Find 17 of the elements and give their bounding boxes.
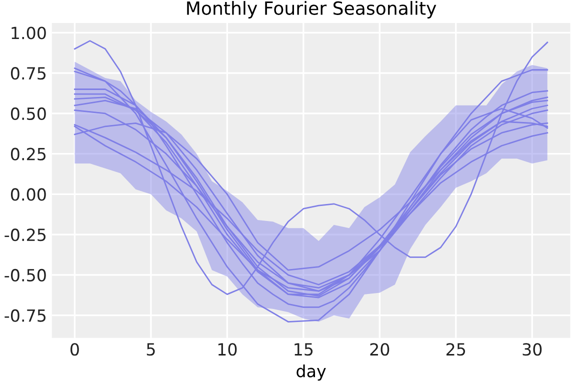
x-tick-label: 0 xyxy=(70,343,79,356)
x-tick-label: 10 xyxy=(218,343,237,356)
x-tick-label: 30 xyxy=(522,343,542,356)
x-tick-label: 15 xyxy=(294,343,313,356)
y-tick-label: 0.00 xyxy=(10,188,46,201)
chart-title: Monthly Fourier Seasonality xyxy=(187,0,436,18)
y-tick-label: 0.50 xyxy=(10,107,46,120)
y-tick-label: -0.25 xyxy=(4,228,46,242)
y-tick-label: 0.75 xyxy=(10,67,46,80)
x-axis-title: day xyxy=(296,364,326,381)
y-tick-label: -0.75 xyxy=(4,309,46,322)
x-tick-label: 20 xyxy=(370,343,390,356)
x-tick-label: 25 xyxy=(446,343,466,356)
x-tick-label: 5 xyxy=(146,343,155,356)
y-tick-label: 0.25 xyxy=(10,148,46,160)
y-tick-label: 1.00 xyxy=(12,26,46,40)
y-tick-label: -0.50 xyxy=(4,268,46,282)
